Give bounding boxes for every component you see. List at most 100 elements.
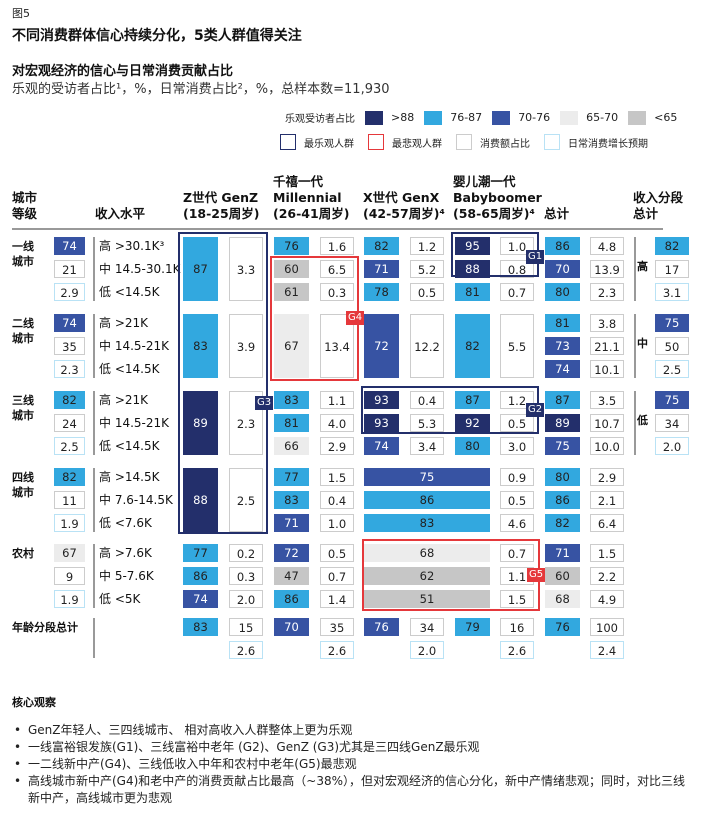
genx-optimism-cell: 93 — [364, 414, 399, 432]
tier-label: 农村 — [12, 547, 34, 560]
header-text: Millennial — [273, 190, 342, 205]
income-label: 高 >21K — [99, 316, 149, 330]
income-label: 低 <14.5K — [99, 439, 160, 453]
tier-label: 四线 — [12, 471, 34, 484]
legend-boxes: 最乐观人群 最悲观人群 消费额占比 日常消费增长预期 — [272, 134, 648, 150]
genx-share-cell: 3.4 — [410, 437, 444, 455]
genx-boomer-share-cell: 1.5 — [500, 590, 534, 608]
legend-label: 最乐观人群 — [304, 138, 354, 150]
millennial-optimism-cell: 77 — [274, 468, 309, 486]
legend-label: 65-70 — [586, 111, 619, 124]
total-optimism-cell: 68 — [545, 590, 580, 608]
total-optimism-cell: 74 — [545, 360, 580, 378]
group-g3-outline — [178, 232, 268, 534]
millennial-share-cell: 0.4 — [320, 491, 354, 509]
tier-share-cell: 24 — [54, 414, 85, 432]
observation-item: 一二线新中产(G4)、三线低收入中年和农村中老年(G5)最悲观 — [14, 756, 694, 773]
income-label: 低 <7.6K — [99, 516, 152, 530]
millennial-share-cell: 1.4 — [320, 590, 354, 608]
millennial-share-cell: 1.6 — [320, 237, 354, 255]
tier-divider — [93, 468, 95, 532]
total-optimism-cell: 86 — [545, 491, 580, 509]
genx-boomer-optimism-cell: 86 — [364, 491, 490, 509]
total-share-cell: 13.9 — [590, 260, 624, 278]
income-label: 中 5-7.6K — [99, 569, 154, 583]
legend-swatch-pale — [560, 110, 579, 125]
genx-share-cell: 5.3 — [410, 414, 444, 432]
header-divider — [12, 228, 663, 230]
genx-share-cell: 5.2 — [410, 260, 444, 278]
legend-scale-title: 乐观受访者占比 — [285, 114, 355, 125]
legend-label: 日常消费增长预期 — [568, 138, 648, 150]
boomer-optimism-cell: 92 — [455, 414, 490, 432]
millennial-share-cell: 1.5 — [320, 468, 354, 486]
genx-optimism-cell: 93 — [364, 391, 399, 409]
genx-boomer-share-cell: 0.7 — [500, 544, 534, 562]
income-label: 高 >30.1K³ — [99, 239, 165, 253]
header-income-level: 收入水平 — [95, 206, 146, 221]
header-text: Babyboomer — [453, 190, 542, 205]
age-total-share-cell: 35 — [320, 618, 354, 636]
header-text: Z世代 GenZ — [183, 190, 259, 205]
genz-optimism-cell: 87 — [183, 237, 218, 301]
boomer-optimism-cell: 82 — [455, 314, 490, 378]
genz-share-cell: 3.3 — [229, 237, 263, 301]
header-millennial: 千禧一代 Millennial (26-41周岁) — [273, 174, 349, 222]
millennial-share-cell: 0.5 — [320, 544, 354, 562]
age-total-optimism-cell: 76 — [364, 618, 399, 636]
total-share-cell: 10.7 — [590, 414, 624, 432]
legend-swatch-dark — [365, 110, 383, 125]
age-total-optimism-cell: 79 — [455, 618, 490, 636]
income-label: 低 <14.5K — [99, 362, 160, 376]
income-total-optimism-cell: 82 — [655, 237, 689, 255]
total-share-cell: 4.9 — [590, 590, 624, 608]
group-g2-outline — [361, 386, 539, 434]
observations-list: GenZ年轻人、三四线城市、 相对高收入人群整体上更为乐观 一线富裕银发族(G1… — [14, 722, 694, 807]
genz-share-cell: 0.2 — [229, 544, 263, 562]
millennial-share-cell: 2.9 — [320, 437, 354, 455]
total-optimism-cell: 70 — [545, 260, 580, 278]
header-text: (26-41周岁) — [273, 206, 350, 221]
header-text: 千禧一代 — [273, 174, 324, 189]
tier-growth-cell: 1.9 — [54, 590, 85, 608]
tier-optimism-cell: 67 — [54, 544, 85, 562]
income-label: 高 >7.6K — [99, 546, 152, 560]
genx-boomer-optimism-cell: 62 — [364, 567, 490, 585]
legend-label: <65 — [654, 111, 678, 124]
boomer-share-cell: 0.8 — [500, 260, 534, 278]
header-text: (58-65周岁)⁴ — [453, 206, 535, 221]
tier-share-cell: 9 — [54, 567, 85, 585]
genx-share-cell: 0.5 — [410, 283, 444, 301]
observations-title: 核心观察 — [12, 696, 56, 709]
total-optimism-cell: 86 — [545, 237, 580, 255]
observation-item: 高线城市新中产(G4)和老中产的消费贡献占比最高（~38%），但对宏观经济的信心… — [14, 773, 694, 807]
header-text: (18-25周岁) — [183, 206, 260, 221]
income-label: 中 14.5-21K — [99, 416, 170, 430]
boomer-optimism-cell: 87 — [455, 391, 490, 409]
genx-boomer-optimism-cell: 51 — [364, 590, 490, 608]
boomer-optimism-cell: 81 — [455, 283, 490, 301]
age-total-share-cell: 100 — [590, 618, 624, 636]
genz-optimism-cell: 83 — [183, 314, 218, 378]
header-text: 婴儿潮一代 — [453, 174, 516, 189]
millennial-share-cell: 6.5 — [320, 260, 354, 278]
total-share-cell: 2.1 — [590, 491, 624, 509]
header-genx: X世代 GenX (42-57周岁)⁴ — [363, 190, 445, 222]
millennial-optimism-cell: 81 — [274, 414, 309, 432]
genz-optimism-cell: 77 — [183, 544, 218, 562]
total-share-cell: 4.8 — [590, 237, 624, 255]
genz-share-cell: 2.0 — [229, 590, 263, 608]
income-label: 中 14.5-21K — [99, 339, 170, 353]
millennial-optimism-cell: 61 — [274, 283, 309, 301]
boomer-optimism-cell: 95 — [455, 237, 490, 255]
age-total-share-cell: 34 — [410, 618, 444, 636]
boomer-optimism-cell: 88 — [455, 260, 490, 278]
header-text: 总计 — [633, 206, 659, 221]
header-genz: Z世代 GenZ (18-25周岁) — [183, 190, 259, 222]
header-city-tier: 城市 等级 — [12, 190, 37, 222]
tier-growth-cell: 1.9 — [54, 514, 85, 532]
total-optimism-cell: 80 — [545, 468, 580, 486]
millennial-share-cell: 1.0 — [320, 514, 354, 532]
tier-optimism-cell: 82 — [54, 468, 85, 486]
income-total-label: 高 — [637, 260, 648, 273]
